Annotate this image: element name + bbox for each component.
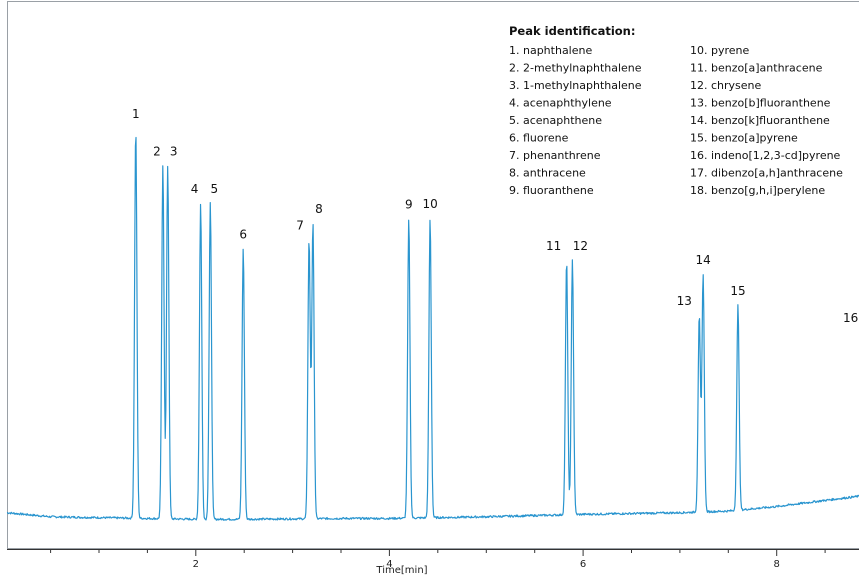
legend-item: 12. chrysene — [690, 79, 762, 92]
peak-label-1: 1 — [132, 107, 140, 121]
legend-item: 5. acenaphthene — [509, 114, 602, 127]
legend-item: 15. benzo[a]pyrene — [690, 132, 798, 145]
peak-label-10: 10 — [422, 197, 437, 211]
legend-item: 9. fluoranthene — [509, 184, 594, 197]
peak-label-2: 2 — [153, 145, 161, 159]
legend-item: 7. phenanthrene — [509, 149, 601, 162]
peak-label-12: 12 — [573, 239, 588, 253]
legend-item: 4. acenaphthylene — [509, 97, 612, 110]
legend-item: 14. benzo[k]fluoranthene — [690, 114, 830, 127]
peak-label-11: 11 — [546, 239, 561, 253]
peak-label-14: 14 — [695, 253, 710, 267]
peak-label-13: 13 — [677, 294, 692, 308]
peak-label-8: 8 — [315, 202, 323, 216]
peak-label-9: 9 — [405, 197, 413, 211]
legend-item: 2. 2-methylnaphthalene — [509, 62, 642, 75]
legend-item: 18. benzo[g,h,i]perylene — [690, 184, 825, 197]
legend-item: 6. fluorene — [509, 132, 569, 145]
peak-label-16: 16 — [843, 311, 858, 325]
x-tick-label: 4 — [386, 559, 392, 570]
chromatogram-trace — [6, 136, 859, 521]
peak-label-15: 15 — [730, 284, 745, 298]
legend-item: 13. benzo[b]fluoranthene — [690, 97, 831, 110]
legend: Peak identification: 1. naphthalene 2. 2-… — [509, 24, 843, 197]
legend-item: 16. indeno[1,2,3-cd]pyrene — [690, 149, 841, 162]
x-axis-ticks: 2 4 6 8 — [50, 549, 826, 570]
peak-label-5: 5 — [210, 182, 218, 196]
peak-label-3: 3 — [170, 145, 178, 159]
legend-item: 8. anthracene — [509, 167, 586, 180]
x-tick-label: 8 — [774, 559, 780, 570]
legend-title: Peak identification: — [509, 24, 635, 38]
legend-item: 3. 1-methylnaphthalene — [509, 79, 642, 92]
legend-item: 11. benzo[a]anthracene — [690, 62, 823, 75]
peak-labels: 123456789101112131415161718 — [132, 107, 858, 325]
plot-frame — [7, 1, 859, 549]
peak-label-7: 7 — [296, 219, 304, 233]
legend-item: 10. pyrene — [690, 44, 750, 57]
x-tick-label: 2 — [193, 559, 199, 570]
legend-item: 17. dibenzo[a,h]anthracene — [690, 167, 843, 180]
x-tick-label: 6 — [580, 559, 586, 570]
peak-label-4: 4 — [191, 182, 199, 196]
x-axis-label: Time[min] — [375, 565, 427, 576]
peak-label-6: 6 — [239, 227, 247, 241]
legend-item: 1. naphthalene — [509, 44, 592, 57]
legend-items: 1. naphthalene 2. 2-methylnaphthalene 3. 1… — [509, 44, 843, 197]
